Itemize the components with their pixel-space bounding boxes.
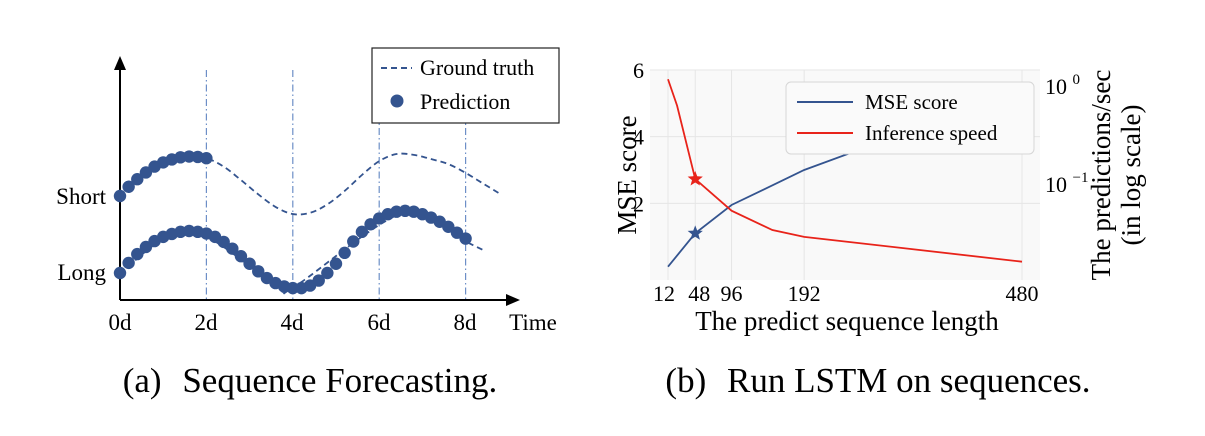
panel-b-x-tick-48: 48	[688, 281, 710, 306]
panel-a-x-axis-arrow	[506, 294, 520, 306]
panel-a-prediction-dot-long	[226, 242, 239, 255]
panel-b-x-tick-480: 480	[1006, 281, 1039, 306]
panel-a-prediction-dot-long	[338, 246, 351, 260]
panel-b-y-axis-label: MSE score	[612, 115, 642, 234]
panel-b-star-mse	[687, 225, 703, 240]
panel-a-prediction-dot-long	[131, 247, 144, 261]
panel-a-y-tick-short: Short	[56, 184, 106, 209]
panel-a-prediction-dot-long	[217, 235, 230, 249]
panel-a-legend-ground-truth-label: Ground truth	[420, 55, 534, 80]
panel-b-right-tick-10-0: 10 0	[1045, 72, 1080, 99]
panel-a-caption-title: Sequence Forecasting.	[182, 361, 497, 400]
panel-a-prediction-dot-long	[252, 265, 265, 278]
panel-a-x-tick-0d: 0d	[109, 310, 133, 335]
panel-b-star-speed	[687, 171, 703, 186]
panel-b-y-tick-4: 4	[633, 125, 644, 150]
panel-b-right-tick-10-0-base: 10	[1045, 74, 1067, 99]
panel-b-right-tick-10-minus1-exp: −1	[1073, 170, 1089, 186]
panel-a-legend-prediction-label: Prediction	[420, 89, 510, 114]
panel-b-right-axis-label-line2: (in log scale)	[1116, 105, 1146, 246]
panel-a-x-tick-6d: 6d	[368, 310, 392, 335]
panel-b-caption-prefix: (b)	[665, 361, 706, 400]
panel-a-prediction-dots	[113, 150, 472, 295]
panel-a-prediction-dot-long	[459, 232, 472, 245]
panel-a-prediction-dot-long	[321, 266, 334, 280]
panel-b-x-tick-96: 96	[721, 281, 743, 306]
panel-a-x-tick-8d: 8d	[454, 310, 478, 335]
panel-b-series-markers	[687, 171, 703, 240]
panel-b-caption: (b) Run LSTM on sequences.	[665, 361, 1090, 400]
panel-b-legend-mse-label: MSE score	[865, 90, 958, 114]
panel-a-legend: Ground truth Prediction	[371, 47, 560, 124]
panel-a-vertical-markers	[205, 70, 467, 300]
panel-b-caption-title: Run LSTM on sequences.	[727, 361, 1091, 400]
panel-b-x-ticks: 12 48 96 192 480	[653, 281, 1039, 306]
panel-a-prediction-dot-long	[347, 235, 360, 248]
panel-b-y-ticks-left: 2 4 6	[633, 58, 644, 216]
panel-a-x-axis-label: Time	[509, 310, 557, 335]
panel-a-prediction-dot-long	[312, 274, 325, 287]
panel-a-prediction-dot-long	[122, 256, 135, 270]
panel-a-y-axis-arrow	[114, 56, 126, 70]
panel-b-right-tick-10-minus1-base: 10	[1045, 172, 1067, 197]
panel-b-x-axis-label: The predict sequence length	[695, 306, 999, 336]
panel-a-prediction-dot-short	[131, 173, 144, 186]
panel-a-prediction-dot-short	[200, 152, 213, 165]
panel-a-prediction-dot-long	[113, 266, 127, 280]
panel-a-legend-prediction-swatch	[390, 94, 404, 108]
panel-a-caption-prefix: (a)	[123, 361, 162, 400]
panel-b-y-tick-6: 6	[633, 58, 644, 83]
panel-a-prediction-dot-long	[329, 257, 343, 270]
panel-b-right-axis-label-line1: The predictions/sec	[1086, 70, 1116, 281]
panel-a-prediction-dot-long	[234, 250, 248, 263]
panel-b-line-speed	[667, 78, 1023, 263]
panel-a-y-tick-long: Long	[57, 260, 106, 285]
panel-b-legend-speed-label: Inference speed	[865, 121, 998, 145]
panel-b-right-tick-10-minus1: 10 −1	[1045, 170, 1088, 197]
panel-a-legend-box	[371, 47, 560, 124]
panel-a-x-tick-4d: 4d	[281, 310, 305, 335]
panel-a-caption: (a) Sequence Forecasting.	[123, 361, 498, 400]
panel-a-prediction-dot-long	[286, 281, 299, 295]
panel-b-x-tick-192: 192	[788, 281, 821, 306]
panel-a-prediction-dot-short	[113, 189, 127, 203]
panel-b-legend: MSE score Inference speed	[785, 81, 1035, 155]
panel-a-prediction-dot-long	[243, 257, 256, 270]
panel-a-x-tick-2d: 2d	[195, 310, 219, 335]
panel-a-sequence-forecasting: Short Long 0d 2d 4d 6d 8d Time Ground tr…	[56, 47, 560, 400]
panel-a-prediction-dot-long	[355, 225, 369, 239]
panel-b-lstm-runs: 12 48 96 192 480 2 4 6 10 0 10 −1 MSE score Th…	[612, 58, 1146, 400]
panel-b-x-tick-12: 12	[653, 281, 675, 306]
panel-b-legend-box	[785, 81, 1035, 155]
panel-b-y-tick-2: 2	[633, 191, 644, 216]
panel-a-prediction-dot-short	[122, 180, 135, 193]
panel-b-right-tick-10-0-exp: 0	[1073, 72, 1081, 88]
